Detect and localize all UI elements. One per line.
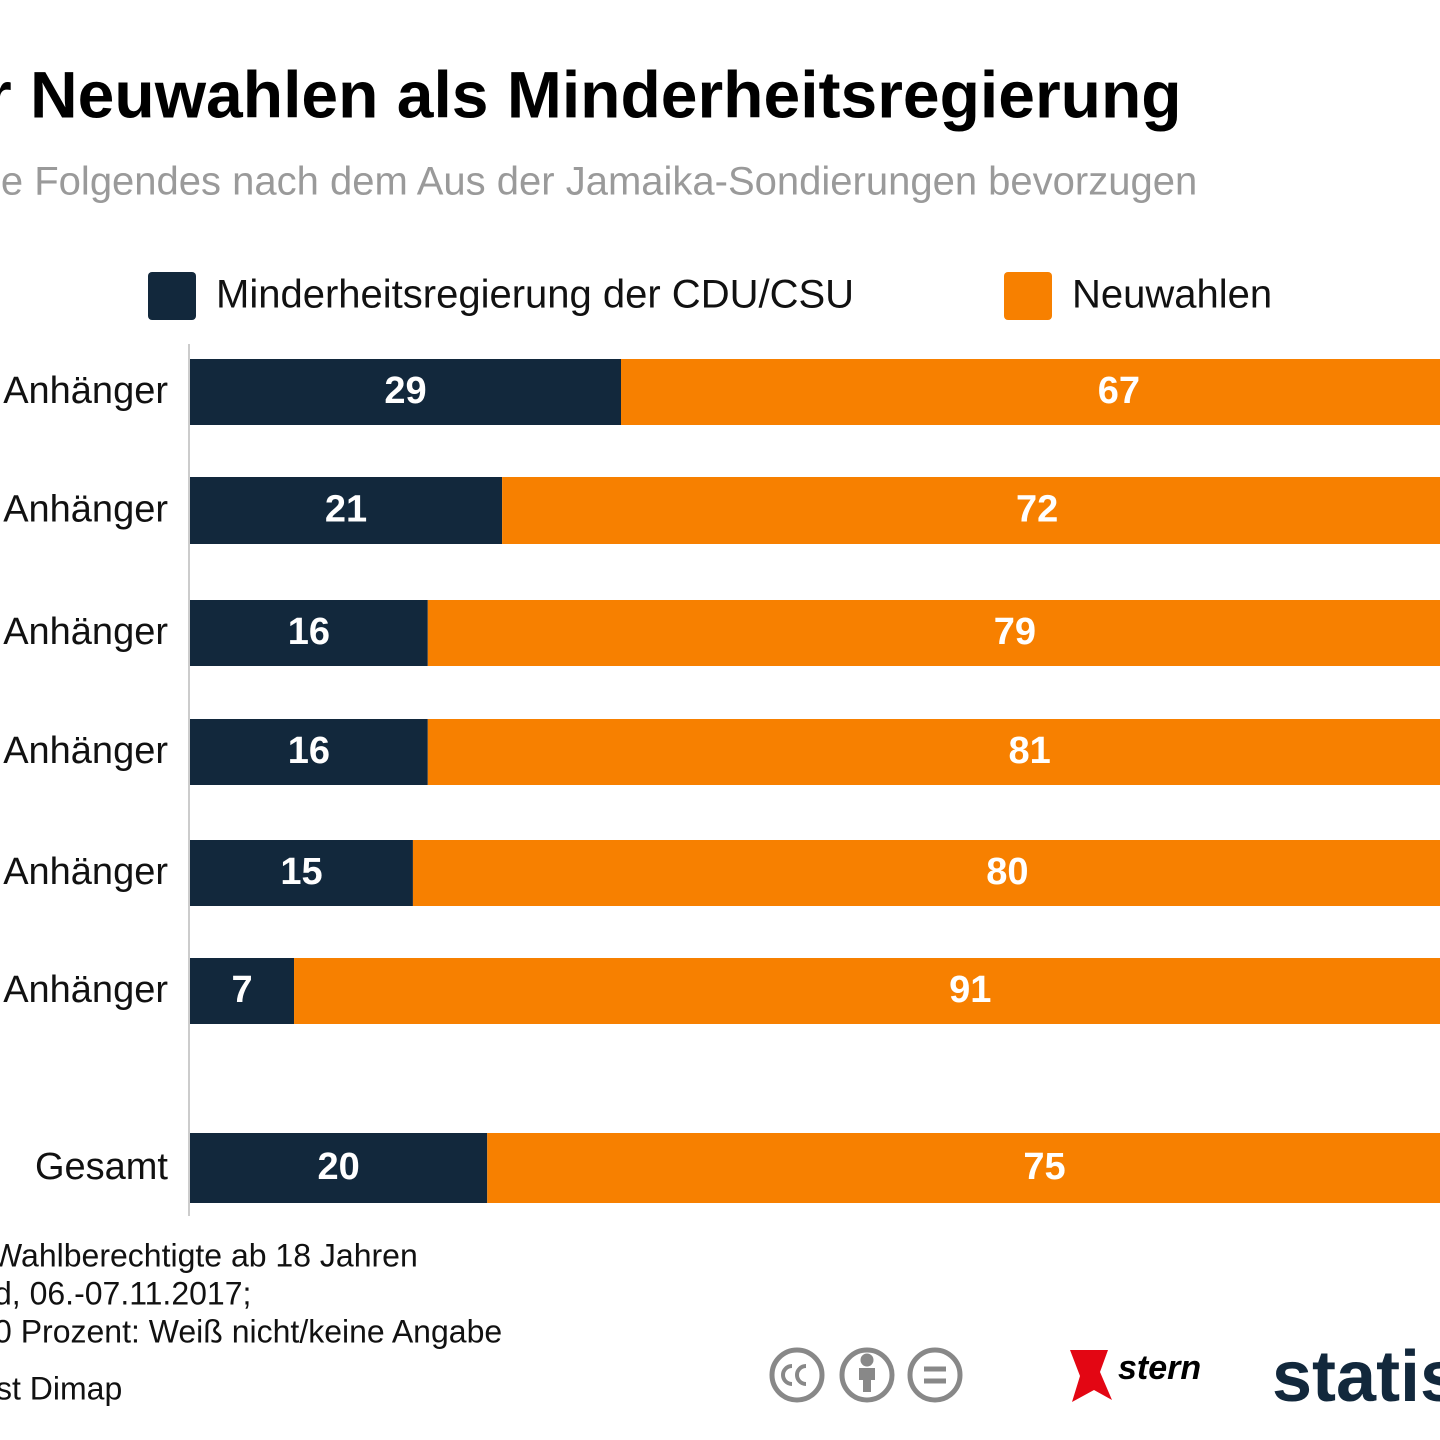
value-label: 81 xyxy=(1009,730,1051,772)
category-label: Anhänger xyxy=(3,851,168,893)
cc-icons xyxy=(769,1347,963,1403)
bar-segment xyxy=(427,719,1440,785)
bar-segment xyxy=(412,840,1440,906)
value-label: 79 xyxy=(994,611,1036,653)
bar-segment xyxy=(190,477,503,544)
source-note: Wahlberechtigte ab 18 Jahren xyxy=(0,1237,418,1273)
stern-star xyxy=(1070,1350,1112,1402)
value-label: 7 xyxy=(231,969,252,1011)
bar-segment xyxy=(190,719,428,785)
value-label: 16 xyxy=(288,611,330,653)
statista-logo: statist xyxy=(1272,1337,1440,1417)
legend-swatch xyxy=(148,272,196,320)
bar-segment xyxy=(294,958,1440,1024)
source-note: 0 Prozent: Weiß nicht/keine Angabe xyxy=(0,1313,502,1349)
chart-subtitle: ie Folgendes nach dem Aus der Jamaika-So… xyxy=(0,160,1197,204)
legend-swatch xyxy=(1004,272,1052,320)
value-label: 72 xyxy=(1016,489,1058,531)
category-label: Gesamt xyxy=(35,1146,168,1188)
legend-label: Neuwahlen xyxy=(1072,273,1272,317)
bar-segment xyxy=(620,359,1440,425)
value-label: 29 xyxy=(384,370,426,412)
bar-segment xyxy=(190,1133,488,1203)
bar-segment xyxy=(190,600,428,666)
category-label: Anhänger xyxy=(3,370,168,412)
value-label: 91 xyxy=(949,969,991,1011)
bar-segment xyxy=(487,1133,1440,1203)
category-label: Anhänger xyxy=(3,611,168,653)
bar-segment xyxy=(190,359,621,425)
category-label: Anhänger xyxy=(3,489,168,531)
value-label: 16 xyxy=(288,730,330,772)
bar-segment xyxy=(502,477,1440,544)
value-label: 15 xyxy=(280,851,322,893)
source-note: st Dimap xyxy=(0,1370,122,1406)
source-note: d, 06.-07.11.2017; xyxy=(0,1275,251,1311)
stern-logo: stern xyxy=(1118,1349,1201,1387)
bar-segment xyxy=(190,958,295,1024)
legend-label: Minderheitsregierung der CDU/CSU xyxy=(216,273,854,317)
category-label: Anhänger xyxy=(3,730,168,772)
value-label: 75 xyxy=(1023,1146,1065,1188)
value-label: 80 xyxy=(986,851,1028,893)
value-label: 67 xyxy=(1098,370,1140,412)
chart-title: r Neuwahlen als Minderheitsregierung xyxy=(0,57,1182,131)
category-label: Anhänger xyxy=(3,969,168,1011)
bar-segment xyxy=(190,840,413,906)
bar-segment xyxy=(427,600,1440,666)
value-label: 21 xyxy=(325,489,367,531)
value-label: 20 xyxy=(317,1146,359,1188)
